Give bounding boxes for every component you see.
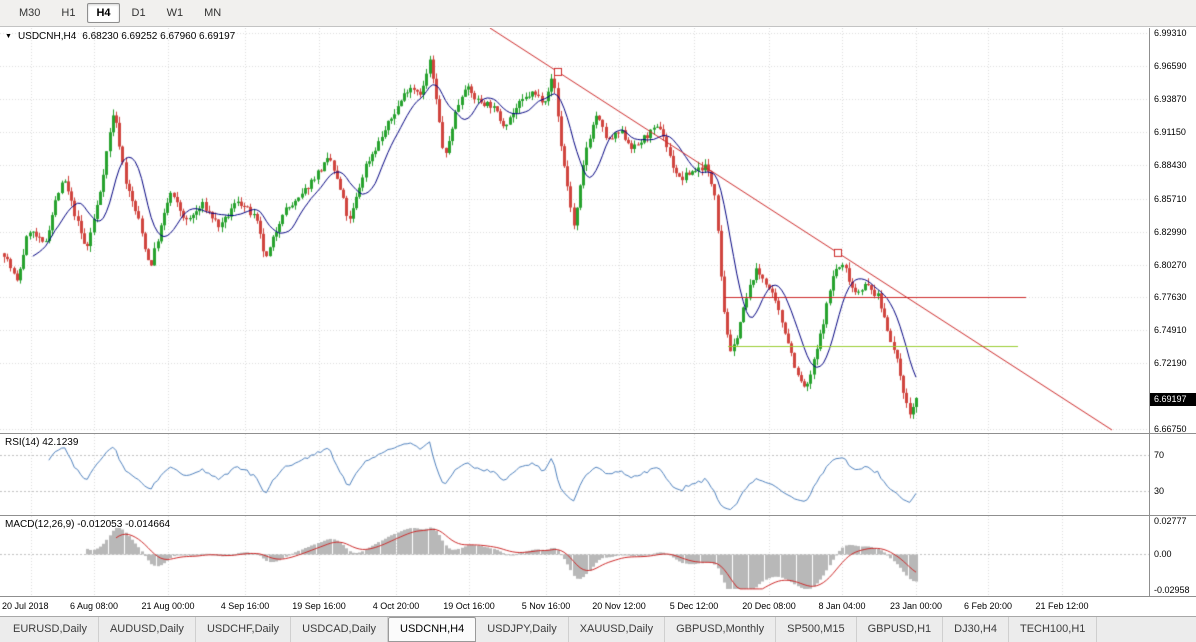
time-axis-label: 21 Feb 12:00 [1035,601,1089,611]
time-axis-label: 5 Nov 16:00 [521,601,571,611]
time-axis-label: 5 Dec 12:00 [669,601,719,611]
timeframe-button-d1[interactable]: D1 [131,7,146,19]
price-axis-label: 6.82990 [1154,226,1187,237]
time-axis-label: 20 Nov 12:00 [592,601,646,611]
timeframe-toolbar: M30 H1 H4 D1 W1 MN [0,0,1196,27]
rsi-level-label: 70 [1154,450,1165,460]
time-axis-label: 6 Aug 08:00 [69,601,119,611]
time-axis-label: 4 Sep 16:00 [220,601,270,611]
rsi-panel: RSI(14) 42.1239 70 30 [0,434,1196,515]
timeframe-button-w1[interactable]: W1 [166,7,184,19]
price-axis-label: 6.80270 [1154,259,1187,270]
tab-xauusd-daily[interactable]: XAUUSD,Daily [569,617,666,642]
timeframe-button-mn[interactable]: MN [204,7,222,19]
tab-usdjpy-daily[interactable]: USDJPY,Daily [476,617,569,642]
price-axis-label: 6.74910 [1154,324,1187,335]
tab-sp500-m15[interactable]: SP500,M15 [776,617,857,642]
price-chart-canvas[interactable] [0,28,1149,433]
tab-audusd-daily[interactable]: AUDUSD,Daily [99,617,196,642]
time-axis-label: 19 Sep 16:00 [292,601,346,611]
price-axis-label: 6.88430 [1154,160,1187,171]
tab-usdchf-daily[interactable]: USDCHF,Daily [196,617,292,642]
time-axis-label: 19 Oct 16:00 [443,601,495,611]
collapse-chart-icon[interactable]: ▼ [5,33,12,40]
macd-axis-label: 0.02777 [1154,516,1187,526]
time-axis-label: 20 Dec 08:00 [742,601,796,611]
price-axis-label: 6.91150 [1154,127,1186,138]
time-axis-label: 4 Oct 20:00 [372,601,420,611]
timeframe-button-h1[interactable]: H1 [61,7,76,19]
tab-dj30-h4[interactable]: DJ30,H4 [943,617,1009,642]
tab-usdcad-daily[interactable]: USDCAD,Daily [291,617,389,642]
tab-gbpusd-monthly[interactable]: GBPUSD,Monthly [665,617,777,642]
main-chart-panel: ▼ USDCNH,H4 6.68230 6.69252 6.67960 6.69… [0,28,1196,434]
rsi-canvas[interactable] [0,434,1149,515]
panel-splitter[interactable] [0,515,1196,516]
axis-separator [1149,28,1150,596]
macd-axis[interactable]: 0.02777 0.00 -0.02958 [1150,516,1196,596]
price-axis-label: 6.77630 [1154,291,1187,302]
chart-ohlc-values: 6.68230 6.69252 6.67960 6.69197 [82,31,236,42]
current-price-badge: 6.69197 [1150,393,1196,407]
price-axis-label: 6.96590 [1154,61,1187,72]
time-axis-label: 6 Feb 20:00 [963,601,1013,611]
chart-title: ▼ USDCNH,H4 6.68230 6.69252 6.67960 6.69… [5,31,235,42]
macd-axis-label: 0.00 [1154,548,1172,559]
time-axis-label: 20 Jul 2018 [2,601,49,611]
rsi-axis[interactable]: 70 30 [1150,434,1196,515]
time-axis-label: 8 Jan 04:00 [818,601,866,611]
tab-eurusd-daily[interactable]: EURUSD,Daily [2,617,99,642]
rsi-label: RSI(14) 42.1239 [5,437,79,448]
chart-symbol-label: USDCNH,H4 [17,31,77,42]
timeframe-button-h4[interactable]: H4 [87,3,120,23]
rsi-level-label: 30 [1154,486,1165,496]
tab-gbpusd-h1[interactable]: GBPUSD,H1 [857,617,944,642]
price-axis-label: 6.93870 [1154,94,1187,105]
price-axis-label: 6.66750 [1154,423,1187,434]
price-axis-label: 6.99310 [1154,28,1187,39]
time-axis-label: 21 Aug 00:00 [141,601,195,611]
symbol-tabbar: EURUSD,Daily AUDUSD,Daily USDCHF,Daily USDC… [0,616,1196,642]
macd-canvas[interactable] [0,516,1149,596]
time-axis-label: 23 Jan 00:00 [889,601,943,611]
price-axis[interactable]: 6.69197 6.99310 6.96590 6.93870 6.91150 6.88… [1150,28,1196,434]
tab-tech100-h1[interactable]: TECH100,H1 [1009,617,1098,642]
macd-axis-label: -0.02958 [1154,585,1190,595]
panel-splitter[interactable] [0,433,1196,434]
time-axis[interactable]: 20 Jul 2018 6 Aug 08:00 21 Aug 00:00 4 Sep … [0,596,1196,616]
timeframe-button-m30[interactable]: M30 [19,7,41,19]
macd-label: MACD(12,26,9) -0.012053 -0.014664 [5,519,171,530]
tab-usdcnh-h4[interactable]: USDCNH,H4 [388,617,477,642]
price-axis-label: 6.85710 [1154,193,1187,204]
macd-panel: MACD(12,26,9) -0.012053 -0.014664 0.0277… [0,516,1196,596]
price-axis-label: 6.72190 [1154,357,1187,368]
